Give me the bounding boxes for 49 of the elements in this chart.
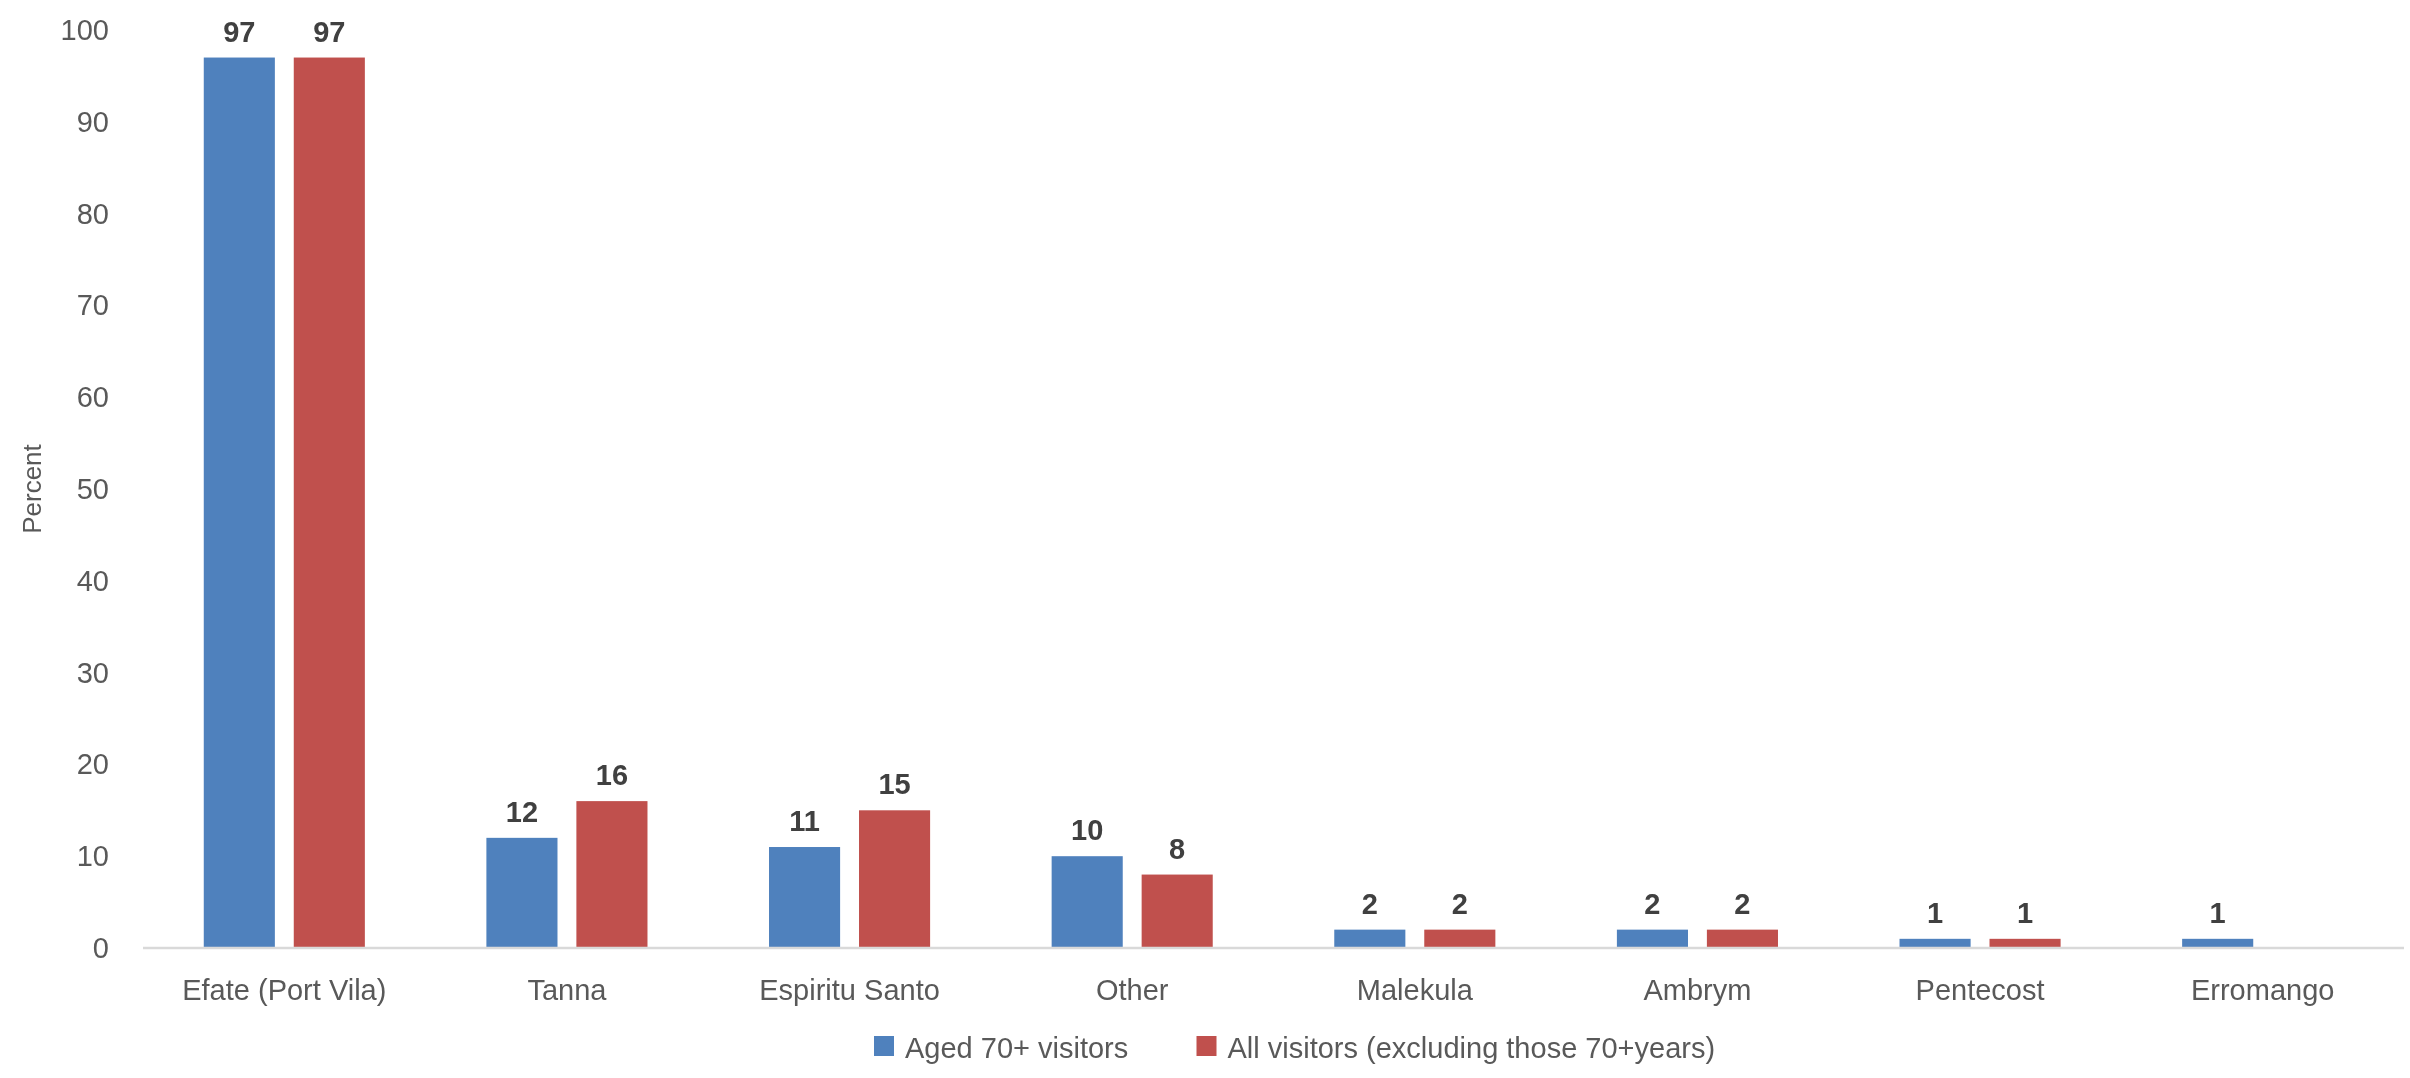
data-label: 97 [313, 15, 346, 48]
bar [293, 57, 365, 948]
x-tick-label: Pentecost [1915, 974, 2045, 1006]
bar [1706, 929, 1778, 948]
bar [1141, 874, 1213, 948]
data-label: 2 [1361, 887, 1378, 920]
data-label: 8 [1169, 832, 1186, 865]
y-tick-label: 50 [76, 473, 109, 505]
data-label: 2 [1644, 887, 1661, 920]
data-label: 2 [1734, 887, 1751, 920]
x-tick-label: Ambrym [1643, 974, 1752, 1006]
x-tick-label: Malekula [1356, 974, 1474, 1006]
bar [859, 810, 931, 948]
data-label: 16 [595, 759, 629, 792]
y-tick-label: 70 [76, 289, 109, 322]
legend-label: Aged 70+ visitors [905, 1032, 1129, 1064]
y-tick-label: 10 [76, 840, 109, 873]
x-tick-label: Other [1095, 974, 1169, 1006]
y-tick-label: 90 [76, 105, 109, 138]
bar [1616, 929, 1688, 948]
data-label: 11 [789, 805, 820, 838]
data-label: 1 [2016, 896, 2034, 929]
y-tick-label: 20 [76, 748, 109, 781]
data-label: 12 [505, 795, 539, 828]
bar [1051, 856, 1123, 948]
bar [1424, 929, 1496, 948]
bar [486, 837, 558, 948]
data-label: 97 [223, 15, 256, 48]
y-tick-label: 0 [92, 932, 109, 964]
y-axis-title: Percent [17, 443, 47, 534]
y-tick-label: 30 [76, 656, 109, 689]
data-label: 15 [878, 768, 911, 801]
bar [576, 801, 648, 948]
y-tick-label: 60 [76, 381, 109, 414]
x-tick-label: Efate (Port Vila) [182, 974, 387, 1006]
data-label: 2 [1451, 887, 1468, 920]
bar [1334, 929, 1406, 948]
bar [203, 57, 275, 948]
data-label: 1 [1926, 896, 1944, 929]
y-tick-label: 100 [60, 14, 109, 46]
y-tick-label: 80 [76, 197, 109, 230]
bar [769, 847, 841, 948]
x-tick-label: Erromango [2190, 974, 2335, 1006]
legend-label: All visitors (excluding those 70+years) [1227, 1032, 1716, 1064]
data-label: 10 [1071, 814, 1104, 847]
x-tick-label: Espiritu Santo [759, 974, 940, 1006]
x-tick-label: Tanna [527, 974, 608, 1006]
y-tick-label: 40 [76, 564, 109, 597]
data-label: 1 [2209, 896, 2226, 929]
